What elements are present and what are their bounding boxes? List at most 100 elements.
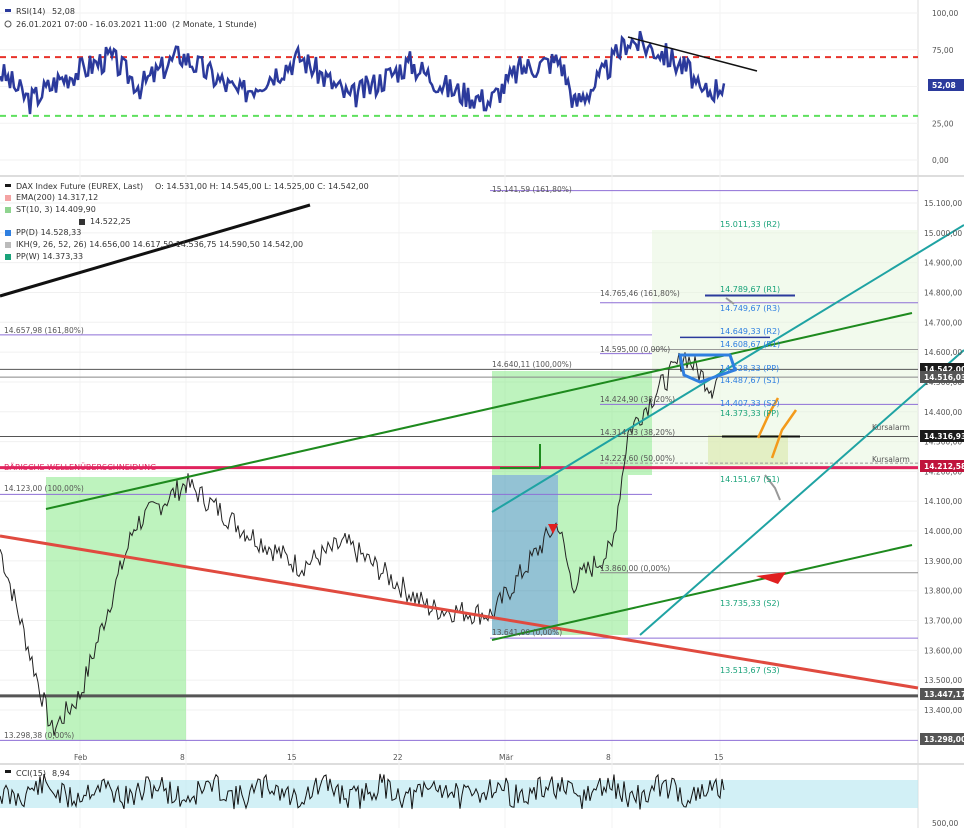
orange-arrow-up-1 xyxy=(756,397,780,439)
pivot-label: 13.513,67 (S3) xyxy=(720,666,780,675)
teal-channel-upper xyxy=(491,224,964,513)
rsi-tick-label: 25,00 xyxy=(932,119,954,128)
time-tick-label: 8 xyxy=(606,753,611,762)
legend-item: ST(10, 3) 14.409,90 xyxy=(16,205,96,214)
green-lower-channel xyxy=(491,544,913,641)
time-tick-label: 15 xyxy=(714,753,724,762)
legend-item: 14.522,25 xyxy=(90,217,131,226)
legend-swatch xyxy=(5,195,11,201)
pivot-label: 14.608,67 (R1) xyxy=(720,340,780,349)
fib-label: 13.298,38 (0,00%) xyxy=(4,731,74,740)
pivot-label: 14.649,33 (R2) xyxy=(720,327,780,336)
time-tick-label: Feb xyxy=(74,753,88,762)
rsi-tick-label: 75,00 xyxy=(932,46,954,55)
price-tick-label: 13.900,00 xyxy=(924,557,962,566)
time-tick-label: 8 xyxy=(180,753,185,762)
cci-indicator-value: 8,94 xyxy=(52,769,70,778)
price-axis: 15.100,00 15.000,00 14.900,00 14.800,00 14.7… xyxy=(920,9,964,828)
red-arrow-small xyxy=(548,524,558,534)
price-tag-label: 14.316,93 xyxy=(924,432,964,441)
price-tag xyxy=(920,733,964,745)
horizontal-levels xyxy=(0,56,918,741)
green-zone-mar-lower xyxy=(558,475,628,635)
pivot-label: 14.407,33 (S2) xyxy=(720,399,780,408)
rsi-indicator-value: 52,08 xyxy=(52,7,75,16)
fib-label: 13.641,00 (0,00%) xyxy=(492,628,562,637)
price-legend-swatch xyxy=(5,184,11,187)
pivot-label: 15.011,33 (R2) xyxy=(720,220,780,229)
price-tick-label: 14.100,00 xyxy=(924,497,962,506)
cci-indicator-label: CCI(15) xyxy=(16,769,46,778)
price-line xyxy=(0,352,723,736)
pivot-label: 13.735,33 (S2) xyxy=(720,599,780,608)
cci-tick-label: 500,00 xyxy=(932,819,958,828)
legend-swatch xyxy=(5,242,11,248)
fib-label: 14.227,60 (50,00%) xyxy=(600,454,675,463)
price-tick-label: 14.600,00 xyxy=(924,348,962,357)
price-tick-label: 13.600,00 xyxy=(924,646,962,655)
pivot-label: 14.151,67 (S1) xyxy=(720,475,780,484)
rsi-tick-label: 0,00 xyxy=(932,156,949,165)
fib-label: 14.314,33 (38,20%) xyxy=(600,428,675,437)
price-tick-label: 13.400,00 xyxy=(924,706,962,715)
legend-item: PP(D) 14.528,33 xyxy=(16,228,81,237)
price-tag-label: 13.298,00 xyxy=(924,735,964,744)
rsi-series xyxy=(0,30,758,115)
pivot-label: 14.487,67 (S1) xyxy=(720,376,780,385)
clock-icon xyxy=(4,20,12,28)
pivot-label: 14.789,67 (R1) xyxy=(720,285,780,294)
cci-series xyxy=(0,773,725,810)
time-tick-label: Mär xyxy=(499,753,514,762)
price-tick-label: 14.000,00 xyxy=(924,527,962,536)
annotation-arrows xyxy=(548,297,798,584)
rsi-indicator-label: RSI(14) xyxy=(16,7,45,16)
price-alarm-label-2: Kursalarm xyxy=(872,455,910,464)
price-tick-label: 13.800,00 xyxy=(924,587,962,596)
price-tag xyxy=(920,371,964,383)
legend-item: EMA(200) 14.317,12 xyxy=(16,193,98,202)
legend-swatch xyxy=(5,207,11,213)
price-alarm-label-1: Kursalarm xyxy=(872,423,910,432)
price-series xyxy=(0,352,723,736)
legend-swatch xyxy=(5,230,11,236)
blue-flag-pattern xyxy=(678,353,737,384)
rsi-line xyxy=(0,30,726,115)
price-tick-label: 15.000,00 xyxy=(924,229,962,238)
red-downtrend-line xyxy=(0,534,919,690)
price-tag-label: 14.542,00 xyxy=(924,365,964,374)
ohlc-readout: O: 14.531,00 H: 14.545,00 L: 14.525,00 C… xyxy=(155,182,369,191)
price-tick-label: 14.900,00 xyxy=(924,259,962,268)
black-trendline xyxy=(0,203,311,298)
legend-item: PP(W) 14.373,33 xyxy=(16,252,83,261)
time-tick-label: 15 xyxy=(287,753,297,762)
price-tick-label: 14.800,00 xyxy=(924,288,962,297)
price-tag-label: 14.516,03 xyxy=(924,373,964,382)
fib-label: 14.123,00 (100,00%) xyxy=(4,484,84,493)
price-tag xyxy=(920,430,964,442)
rsi-resistance-line xyxy=(627,36,758,72)
fib-label: 14.657,98 (161,80%) xyxy=(4,326,84,335)
level-labels: 15.141,59 (161,80%) 14.765,46 (161,80%) 14… xyxy=(4,185,780,740)
grey-arrow-down-2 xyxy=(725,297,735,305)
fib-label: 15.141,59 (161,80%) xyxy=(492,185,572,194)
price-tag-label: 14.212,58 xyxy=(924,462,964,471)
date-range: 26.01.2021 07:00 - 16.03.2021 11:00 xyxy=(16,20,167,29)
pivot-label: 14.749,67 (R3) xyxy=(720,304,780,313)
green-zone-feb xyxy=(46,477,186,740)
price-tick-label: 15.100,00 xyxy=(924,199,962,208)
legend-item: IKH(9, 26, 52, 26) 14.656,00 14.617,50 1… xyxy=(16,240,303,249)
price-tag-label: 13.447,17 xyxy=(924,690,964,699)
fib-label: 14.595,00 (0,00%) xyxy=(600,345,670,354)
price-tick-label: 13.500,00 xyxy=(924,676,962,685)
rsi-value-tag-label: 52,08 xyxy=(932,81,956,90)
pivot-label: 14.373,33 (PP) xyxy=(720,409,779,418)
price-tick-label: 14.700,00 xyxy=(924,318,962,327)
green-upper-channel xyxy=(45,312,913,510)
fib-label: 14.640,11 (100,00%) xyxy=(492,360,572,369)
legend-swatch xyxy=(79,219,85,225)
price-tag xyxy=(920,688,964,700)
cci-line xyxy=(0,773,725,810)
orange-arrow-up-2 xyxy=(770,409,798,459)
date-range-note: (2 Monate, 1 Stunde) xyxy=(172,20,257,29)
